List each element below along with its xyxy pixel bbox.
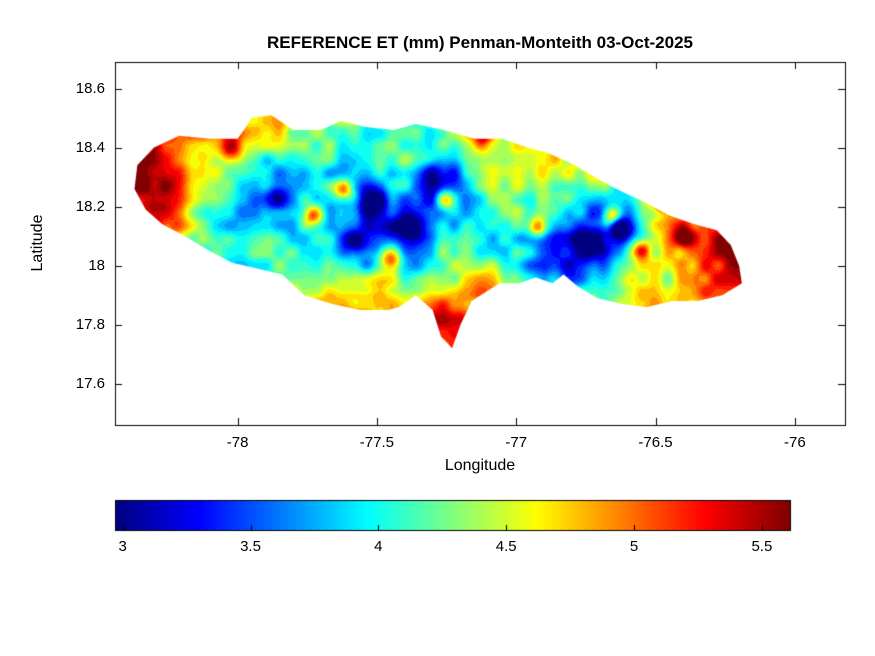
x-axis-label: Longitude <box>444 457 516 474</box>
y-axis-label: Latitude <box>29 214 46 272</box>
chart-title: REFERENCE ET (mm) Penman-Monteith 03-Oct… <box>266 33 693 52</box>
